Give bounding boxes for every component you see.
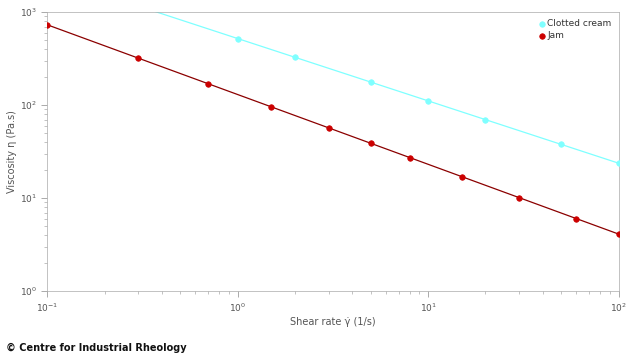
Jam [514, 195, 524, 201]
Legend: Clotted cream, Jam: Clotted cream, Jam [538, 17, 614, 43]
Jam [366, 141, 376, 146]
Clotted cream [290, 54, 300, 60]
Jam [456, 174, 467, 179]
Clotted cream [481, 117, 491, 122]
Text: © Centre for Industrial Rheology: © Centre for Industrial Rheology [6, 343, 187, 353]
Jam [571, 216, 581, 222]
Jam [133, 55, 143, 61]
Y-axis label: Viscosity η (Pa.s): Viscosity η (Pa.s) [7, 110, 17, 193]
Clotted cream [233, 36, 243, 42]
Clotted cream [556, 142, 566, 147]
X-axis label: Shear rate γ̇ (1/s): Shear rate γ̇ (1/s) [290, 317, 376, 327]
Jam [323, 125, 333, 131]
Clotted cream [423, 98, 433, 104]
Clotted cream [614, 160, 624, 166]
Jam [404, 155, 415, 160]
Jam [203, 81, 213, 87]
Jam [266, 104, 276, 110]
Jam [42, 22, 53, 28]
Clotted cream [366, 79, 376, 85]
Jam [614, 231, 624, 237]
Clotted cream [133, 3, 143, 9]
